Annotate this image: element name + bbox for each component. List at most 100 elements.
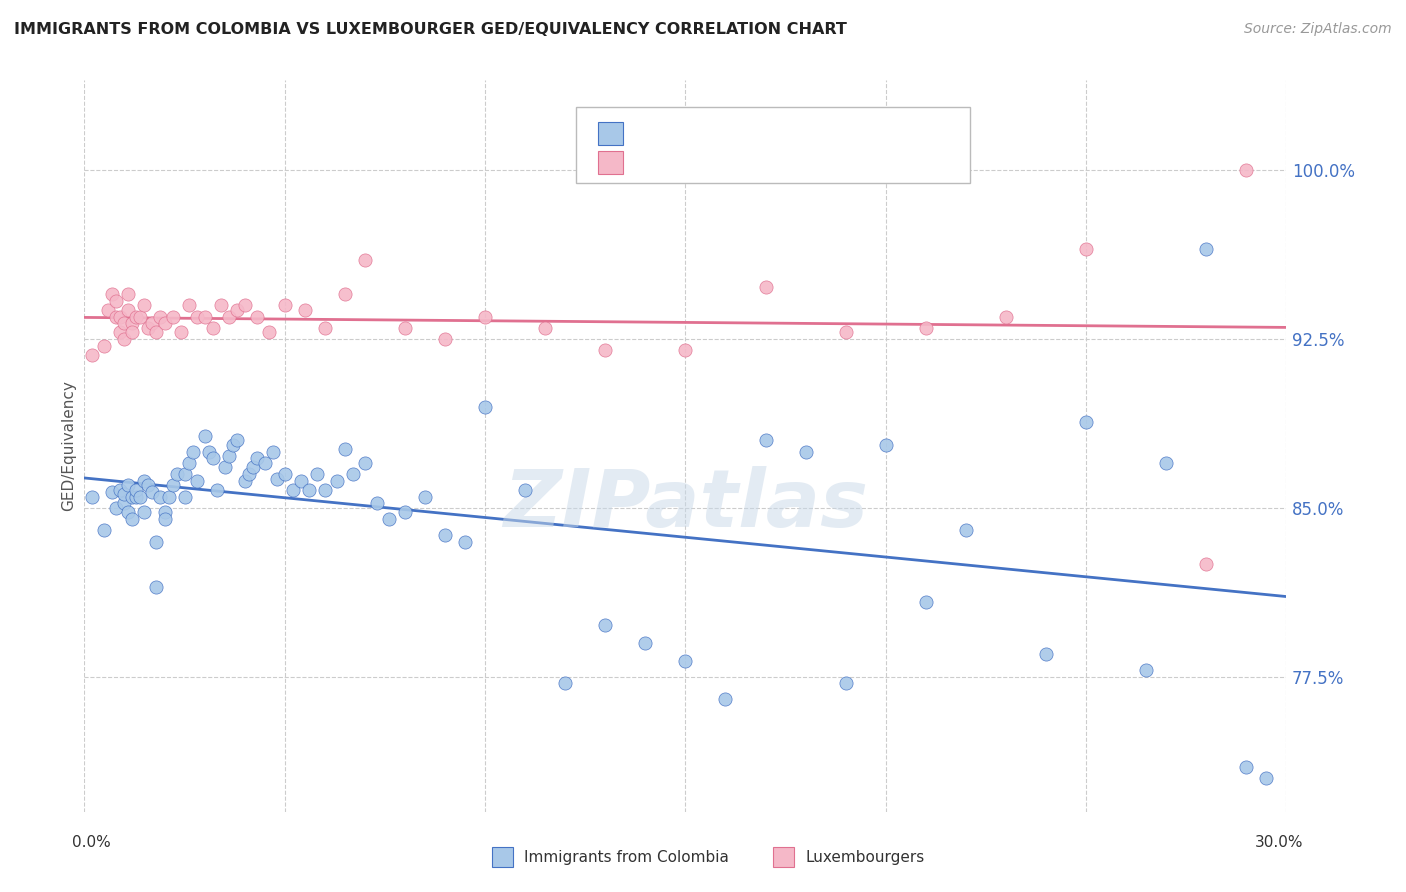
Point	[201, 321, 224, 335]
Point	[225, 302, 247, 317]
Point	[218, 449, 240, 463]
Point	[675, 654, 697, 668]
Point	[595, 343, 617, 358]
Point	[117, 505, 139, 519]
Text: 52: 52	[813, 153, 838, 171]
Point	[105, 293, 128, 308]
Text: R =: R =	[634, 153, 673, 171]
Point	[314, 483, 336, 497]
Y-axis label: GED/Equivalency: GED/Equivalency	[60, 381, 76, 511]
Point	[326, 474, 349, 488]
Text: Source: ZipAtlas.com: Source: ZipAtlas.com	[1244, 22, 1392, 37]
Point	[97, 302, 120, 317]
Point	[138, 321, 160, 335]
Point	[134, 505, 156, 519]
Point	[153, 505, 176, 519]
Point	[110, 483, 132, 497]
Point	[342, 467, 364, 482]
Point	[875, 438, 897, 452]
Point	[434, 528, 457, 542]
Point	[221, 438, 243, 452]
Point	[835, 676, 858, 690]
Point	[915, 595, 938, 609]
Point	[305, 467, 328, 482]
Point	[262, 444, 284, 458]
Point	[333, 287, 356, 301]
Point	[101, 287, 124, 301]
Point	[141, 485, 163, 500]
Point	[290, 474, 312, 488]
Point	[153, 512, 176, 526]
Point	[394, 321, 416, 335]
Point	[755, 280, 778, 294]
Point	[149, 310, 172, 324]
Point	[205, 483, 228, 497]
Text: 0.199: 0.199	[676, 125, 733, 143]
Point	[995, 310, 1018, 324]
Point	[246, 451, 269, 466]
Text: 82: 82	[813, 125, 838, 143]
Point	[134, 474, 156, 488]
Point	[166, 467, 188, 482]
Point	[173, 467, 195, 482]
Point	[257, 326, 280, 340]
Point	[121, 326, 143, 340]
Point	[201, 451, 224, 466]
Text: N =: N =	[770, 125, 810, 143]
Point	[145, 580, 167, 594]
Point	[145, 326, 167, 340]
Text: Immigrants from Colombia: Immigrants from Colombia	[524, 850, 730, 864]
Point	[253, 456, 276, 470]
Point	[1195, 242, 1218, 256]
Point	[1156, 456, 1178, 470]
Point	[129, 310, 152, 324]
Point	[110, 310, 132, 324]
Point	[134, 298, 156, 312]
Point	[915, 321, 938, 335]
Point	[145, 534, 167, 549]
Point	[1234, 163, 1257, 178]
Point	[82, 490, 104, 504]
Point	[214, 460, 236, 475]
Point	[515, 483, 537, 497]
Point	[634, 636, 657, 650]
Point	[274, 298, 297, 312]
Point	[281, 483, 304, 497]
Point	[177, 298, 200, 312]
Point	[225, 434, 247, 448]
Point	[434, 332, 457, 346]
Point	[125, 310, 148, 324]
Point	[314, 321, 336, 335]
Point	[294, 302, 316, 317]
Point	[394, 505, 416, 519]
Point	[101, 485, 124, 500]
Point	[1076, 416, 1098, 430]
Text: Luxembourgers: Luxembourgers	[806, 850, 925, 864]
Point	[378, 512, 401, 526]
Point	[125, 490, 148, 504]
Point	[162, 310, 184, 324]
Text: 30.0%: 30.0%	[1256, 836, 1303, 850]
Point	[117, 287, 139, 301]
Point	[105, 310, 128, 324]
Point	[1035, 647, 1057, 661]
Point	[242, 460, 264, 475]
Point	[1076, 242, 1098, 256]
Point	[454, 534, 477, 549]
Point	[1195, 557, 1218, 571]
Point	[186, 474, 208, 488]
Point	[177, 456, 200, 470]
Point	[121, 316, 143, 330]
Point	[1135, 663, 1157, 677]
Point	[82, 348, 104, 362]
Point	[595, 618, 617, 632]
Point	[197, 444, 219, 458]
Text: ZIPatlas: ZIPatlas	[503, 466, 868, 543]
Point	[233, 298, 256, 312]
Point	[955, 524, 977, 538]
Point	[755, 434, 778, 448]
Point	[714, 692, 737, 706]
Point	[114, 487, 135, 501]
Point	[333, 442, 356, 457]
Point	[186, 310, 208, 324]
